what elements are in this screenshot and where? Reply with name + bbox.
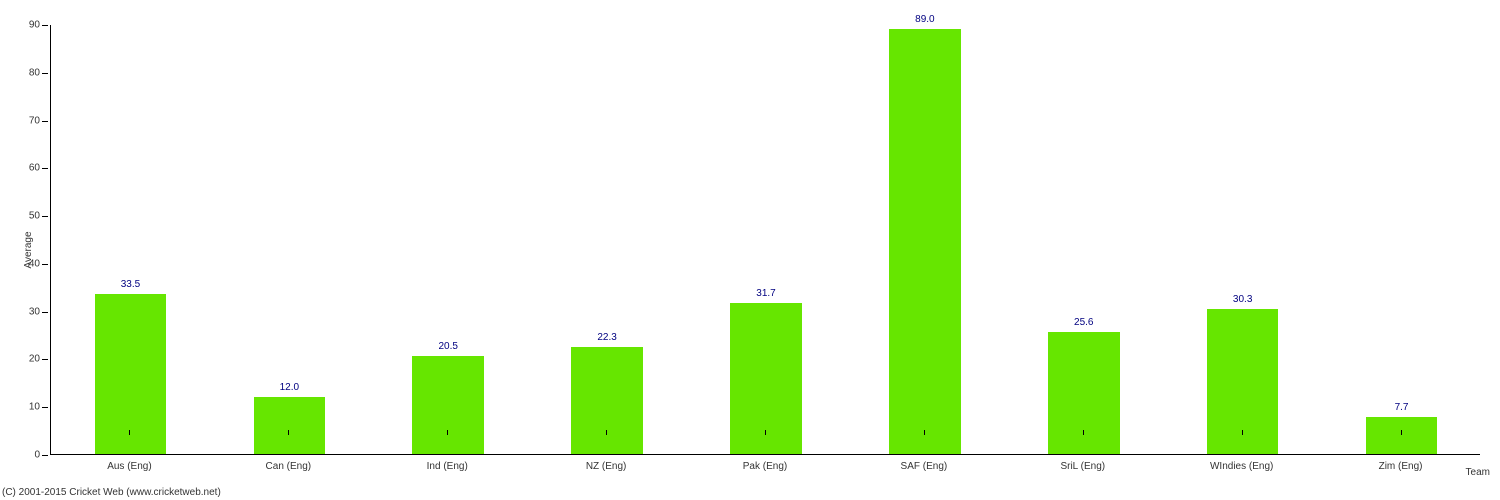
y-tick bbox=[42, 216, 48, 217]
bar-value-label: 31.7 bbox=[730, 288, 802, 299]
x-tick-label: WIndies (Eng) bbox=[1210, 461, 1273, 472]
bar: 12.0 bbox=[254, 397, 326, 454]
bar: 89.0 bbox=[889, 29, 961, 454]
x-tick-label: SriL (Eng) bbox=[1060, 461, 1105, 472]
x-tick-label: Zim (Eng) bbox=[1379, 461, 1423, 472]
x-tick-label: SAF (Eng) bbox=[901, 461, 948, 472]
y-tick-label: 80 bbox=[18, 67, 40, 78]
x-tick-label: NZ (Eng) bbox=[586, 461, 627, 472]
bar: 25.6 bbox=[1048, 332, 1120, 454]
y-tick-label: 50 bbox=[18, 211, 40, 222]
bar-value-label: 30.3 bbox=[1207, 294, 1279, 305]
y-tick-label: 20 bbox=[18, 354, 40, 365]
y-tick bbox=[42, 25, 48, 26]
y-tick-label: 0 bbox=[18, 450, 40, 461]
bar: 31.7 bbox=[730, 303, 802, 454]
bar-value-label: 22.3 bbox=[571, 332, 643, 343]
bar: 30.3 bbox=[1207, 309, 1279, 454]
y-tick-label: 90 bbox=[18, 20, 40, 31]
chart-container: Average Team 33.512.020.522.331.789.025.… bbox=[0, 0, 1500, 500]
y-tick bbox=[42, 73, 48, 74]
plot-area: 33.5 12.0 20.5 22.3 31.7 89.0 25.6 30.3 7.7 bbox=[50, 25, 1480, 455]
x-tick bbox=[765, 430, 766, 435]
x-tick-label: Ind (Eng) bbox=[427, 461, 468, 472]
copyright-text: (C) 2001-2015 Cricket Web (www.cricketwe… bbox=[2, 487, 221, 498]
bar-value-label: 7.7 bbox=[1366, 402, 1438, 413]
y-tick bbox=[42, 455, 48, 456]
x-tick bbox=[606, 430, 607, 435]
bar: 22.3 bbox=[571, 347, 643, 454]
y-tick-label: 30 bbox=[18, 306, 40, 317]
y-tick bbox=[42, 121, 48, 122]
bar-value-label: 33.5 bbox=[95, 279, 167, 290]
y-tick-label: 70 bbox=[18, 115, 40, 126]
bar: 20.5 bbox=[412, 356, 484, 454]
bar-value-label: 89.0 bbox=[889, 14, 961, 25]
y-tick bbox=[42, 359, 48, 360]
x-tick-label: Can (Eng) bbox=[266, 461, 312, 472]
y-tick-label: 40 bbox=[18, 258, 40, 269]
y-tick bbox=[42, 264, 48, 265]
x-tick-label: Pak (Eng) bbox=[743, 461, 787, 472]
bar-value-label: 20.5 bbox=[412, 341, 484, 352]
x-tick bbox=[1083, 430, 1084, 435]
x-axis-label: Team bbox=[1466, 467, 1490, 478]
y-tick-label: 60 bbox=[18, 163, 40, 174]
bar-value-label: 12.0 bbox=[254, 382, 326, 393]
x-tick bbox=[129, 430, 130, 435]
x-tick-label: Aus (Eng) bbox=[107, 461, 151, 472]
y-tick bbox=[42, 407, 48, 408]
x-tick bbox=[1401, 430, 1402, 435]
x-tick bbox=[924, 430, 925, 435]
y-tick-label: 10 bbox=[18, 402, 40, 413]
bar-value-label: 25.6 bbox=[1048, 317, 1120, 328]
x-tick bbox=[1242, 430, 1243, 435]
y-tick bbox=[42, 168, 48, 169]
bar: 7.7 bbox=[1366, 417, 1438, 454]
x-tick bbox=[288, 430, 289, 435]
x-tick bbox=[447, 430, 448, 435]
bar: 33.5 bbox=[95, 294, 167, 454]
y-tick bbox=[42, 312, 48, 313]
